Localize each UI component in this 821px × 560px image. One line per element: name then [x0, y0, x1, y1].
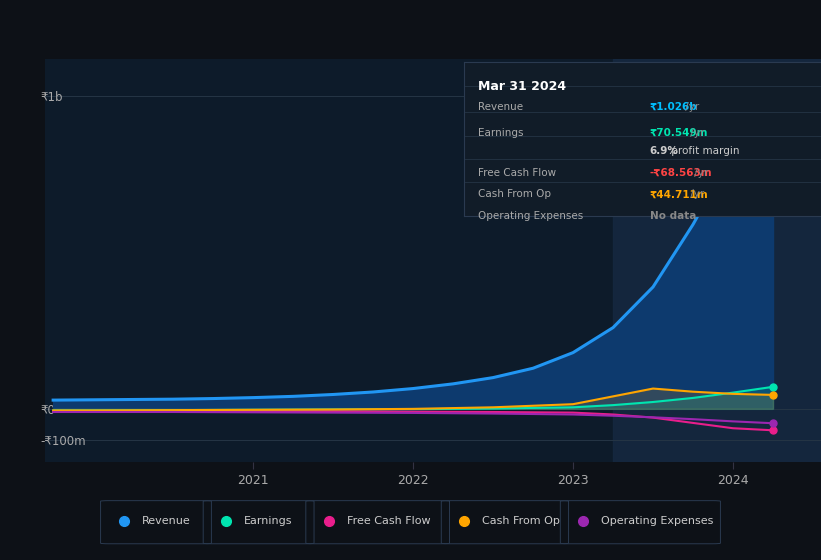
Text: No data: No data — [649, 211, 696, 221]
Text: Earnings: Earnings — [478, 128, 524, 138]
Text: Revenue: Revenue — [478, 102, 523, 111]
Text: Cash From Op: Cash From Op — [483, 516, 560, 526]
Text: /yr: /yr — [682, 102, 699, 111]
Text: Free Cash Flow: Free Cash Flow — [478, 168, 557, 178]
Text: 6.9%: 6.9% — [649, 146, 678, 156]
Text: Operating Expenses: Operating Expenses — [478, 211, 584, 221]
Text: ₹44.711m: ₹44.711m — [649, 189, 709, 199]
Text: profit margin: profit margin — [668, 146, 740, 156]
Text: ₹70.549m: ₹70.549m — [649, 128, 708, 138]
Text: Cash From Op: Cash From Op — [478, 189, 551, 199]
Text: -₹68.563m: -₹68.563m — [649, 168, 712, 178]
Text: Free Cash Flow: Free Cash Flow — [347, 516, 430, 526]
Text: Operating Expenses: Operating Expenses — [602, 516, 713, 526]
Text: ₹1.026b: ₹1.026b — [649, 102, 697, 111]
Text: /yr: /yr — [691, 168, 709, 178]
Text: Revenue: Revenue — [141, 516, 190, 526]
Text: Earnings: Earnings — [245, 516, 293, 526]
Text: Mar 31 2024: Mar 31 2024 — [478, 80, 566, 93]
Text: /yr: /yr — [686, 189, 704, 199]
Bar — [613, 59, 821, 462]
Text: /yr: /yr — [686, 128, 704, 138]
